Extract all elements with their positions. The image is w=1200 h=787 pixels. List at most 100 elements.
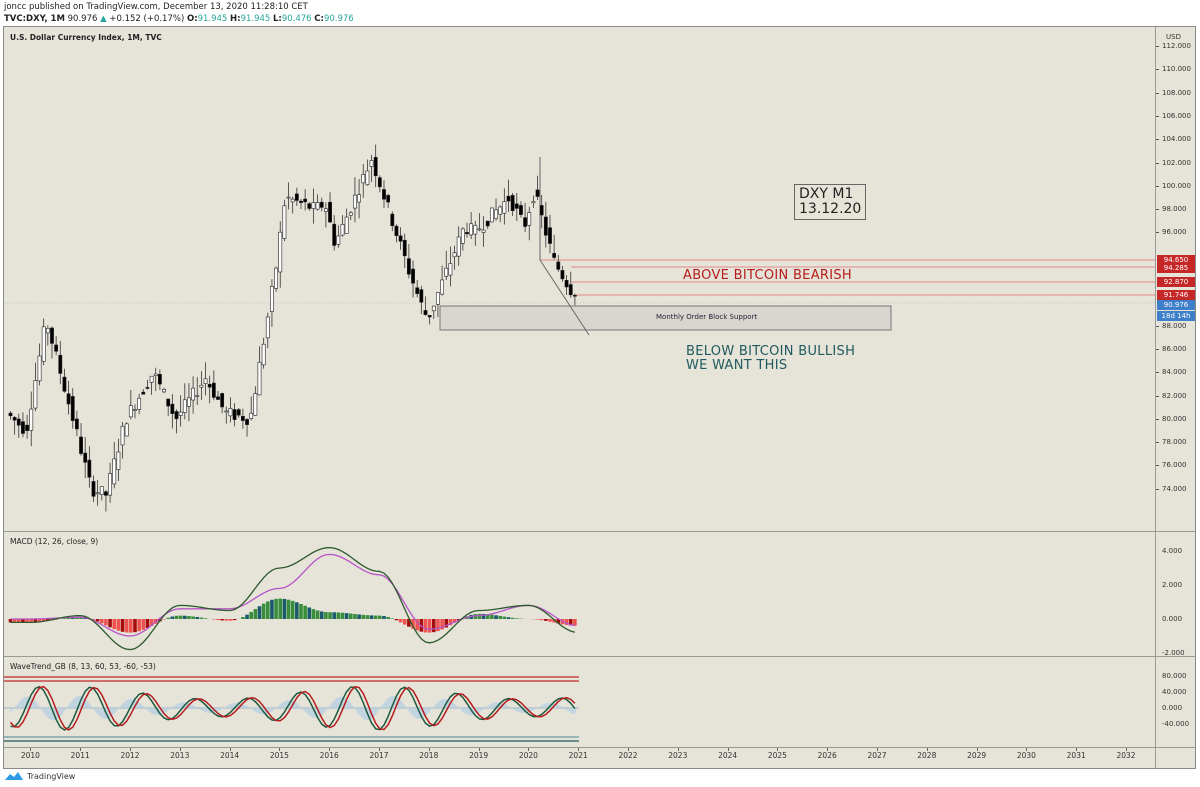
tick-mark [1156,348,1159,350]
time-axis-tick [578,748,580,751]
price-tick-label: 106.000 [1162,111,1191,120]
open-label: O: [186,14,198,24]
tick-mark [1156,139,1159,141]
time-axis-tick [379,748,380,751]
candlestick-chart [4,144,1155,512]
price-tag: 94.285 [1157,263,1195,273]
wavetrend-tick-label: 80.000 [1162,672,1187,680]
price-tick-label: 74.000 [1162,484,1187,493]
price-tick-label: 110.000 [1162,65,1191,74]
tick-mark [1156,162,1159,164]
price-tag: 94.650 [1157,255,1195,265]
tick-mark [1156,418,1159,420]
price-tick-label: 84.000 [1162,368,1187,377]
bullish-line-1: BELOW BITCOIN BULLISH [686,344,856,359]
price-tick-label: 102.000 [1162,158,1191,167]
time-axis-label: 2028 [917,751,937,760]
annotation-line-2: 13.12.20 [799,201,862,217]
time-axis-tick [976,748,978,751]
time-axis-tick [628,748,629,751]
up-arrow-icon: ▲ [100,14,107,24]
brand-name: TradingView [27,771,76,781]
price-tick-label: 104.000 [1162,135,1191,144]
time-axis-tick [1026,748,1028,751]
time-axis-label: 2031 [1066,751,1086,760]
price-tag: 92.870 [1157,277,1195,287]
pane-separator[interactable] [4,747,1196,748]
price-tick-label: 112.000 [1162,42,1191,50]
time-axis-label: 2012 [120,751,140,760]
time-axis-tick [677,748,679,751]
tradingview-logo[interactable]: TradingView [4,771,75,781]
time-axis[interactable]: 2010 2011 2012 2013 2014 2015 2016 2017 2018 2019… [4,748,1155,768]
wavetrend-pane[interactable]: WaveTrend_GB (8, 13, 60, 53, -60, -53) [4,657,1155,747]
publisher-line: joncc published on TradingView.com, Dece… [4,2,308,12]
price-tick-label: 108.000 [1162,88,1191,97]
time-axis-label: 2017 [369,751,389,760]
macd-tick-label: 2.000 [1162,581,1183,589]
bearish-annotation[interactable]: ABOVE BITCOIN BEARISH [683,268,852,283]
time-axis-label: 2030 [1016,751,1036,760]
time-axis-label: 2023 [668,751,688,760]
time-axis-tick [229,748,231,751]
time-axis-label: 2021 [568,751,588,760]
wavetrend-tick-label: -40.000 [1162,720,1190,728]
price-tick-label: 100.000 [1162,181,1191,190]
close-value: 90.976 [323,14,354,24]
tick-mark [1156,372,1159,374]
macd-tick-label: 0.000 [1162,615,1183,623]
time-axis-label: 2011 [70,751,90,760]
low-label: L: [273,14,282,24]
time-axis-tick [727,748,729,751]
dxy-annotation-box[interactable]: DXY M1 13.12.20 [794,184,867,220]
time-axis-label: 2016 [319,751,339,760]
price-tick-label: 76.000 [1162,461,1187,470]
price-tick-label: 80.000 [1162,414,1187,423]
change: +0.152 (+0.17%) [109,14,185,24]
time-axis-tick [926,748,928,751]
price-tick-label: 96.000 [1162,228,1187,237]
order-block-label: Monthly Order Block Support [656,313,758,321]
price-tag: 18d 14h [1157,311,1195,321]
macd-pane[interactable]: MACD (12, 26, close, 9) [4,532,1155,656]
time-axis-tick [428,748,430,751]
symbol: TVC:DXY, 1M [4,14,65,24]
tick-mark [1156,46,1159,47]
close-label: C: [314,14,324,24]
time-axis-label: 2014 [220,751,240,760]
open-value: 91.945 [197,14,228,24]
currency-label: USD [1166,33,1181,41]
macd-chart [8,546,577,651]
time-axis-label: 2018 [419,751,439,760]
price-tag: 91.746 [1157,290,1195,300]
time-axis-tick [478,748,480,751]
wavetrend-tick-label: 40.000 [1162,688,1187,696]
pane-separator[interactable] [4,656,1196,657]
macd-title: MACD (12, 26, close, 9) [10,537,99,546]
price-tick-label: 98.000 [1162,205,1187,214]
bullish-annotation[interactable]: BELOW BITCOIN BULLISH WE WANT THIS [686,345,855,373]
time-axis-label: 2013 [170,751,190,760]
time-axis-label: 2020 [518,751,538,760]
macd-tick-label: -2.000 [1162,649,1185,657]
wavetrend-axis[interactable]: 80.000 40.000 0.000 -40.000 [1155,657,1196,747]
pane-separator[interactable] [4,531,1196,532]
chart-frame[interactable]: U.S. Dollar Currency Index, 1M, TVC Mont… [3,26,1196,769]
macd-axis[interactable]: 4.000 2.000 0.000 -2.000 [1155,532,1196,657]
price-tick-label: 78.000 [1162,438,1187,447]
time-axis-label: 2024 [718,751,738,760]
price-pane[interactable]: U.S. Dollar Currency Index, 1M, TVC Mont… [4,27,1155,531]
price-tick-label: 88.000 [1162,321,1187,330]
time-axis-label: 2022 [618,751,638,760]
time-axis-tick [877,748,878,751]
time-axis-label: 2015 [269,751,289,760]
wavetrend-chart [4,676,579,742]
annotation-line-1: DXY M1 [799,186,854,202]
tick-mark [1156,442,1159,444]
time-axis-label: 2029 [967,751,987,760]
price-tick-label: 82.000 [1162,391,1187,400]
high-value: 91.945 [240,14,271,24]
price-axis[interactable]: USD 112.000 110.000 108.000 106.000 104.000 1… [1155,27,1196,531]
tick-mark [1156,232,1159,234]
wavetrend-title: WaveTrend_GB (8, 13, 60, 53, -60, -53) [10,662,156,671]
